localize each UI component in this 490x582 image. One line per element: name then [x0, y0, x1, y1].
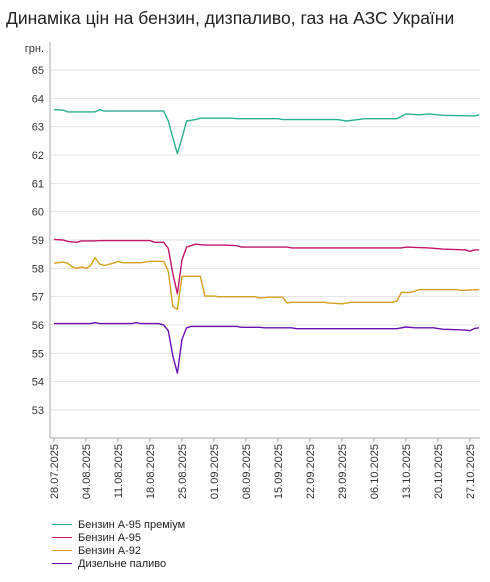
legend-label: Дизельне паливо — [78, 557, 167, 570]
y-tick-label: 64 — [32, 93, 44, 105]
legend-swatch — [52, 524, 72, 525]
x-tick-label: 28.07.2025 — [49, 444, 61, 499]
y-tick-label: 62 — [32, 150, 44, 162]
y-tick-label: 60 — [32, 207, 44, 219]
legend-item: Бензин А-95 преміум — [52, 518, 185, 531]
x-tick-label: 13.10.2025 — [401, 444, 413, 499]
series-line-4 — [54, 322, 480, 374]
x-tick-label: 20.10.2025 — [433, 444, 445, 499]
x-tick-label: 15.09.2025 — [273, 444, 285, 499]
chart-legend: Бензин А-95 преміум Бензин А-95 Бензин А-9… — [52, 518, 185, 570]
y-tick-label: 63 — [32, 122, 44, 134]
y-tick-label: 53 — [32, 405, 44, 417]
series-line-1 — [53, 109, 480, 155]
x-tick-label: 04.08.2025 — [81, 444, 93, 499]
x-tick-label: 11.08.2025 — [113, 444, 125, 498]
y-tick-label: 65 — [32, 65, 44, 77]
legend-item: Бензин А-92 — [52, 544, 185, 557]
y-tick-label: 61 — [32, 178, 44, 190]
legend-label: Бензин А-95 — [78, 531, 141, 544]
x-tick-label: 18.08.2025 — [145, 444, 157, 499]
legend-label: Бензин А-92 — [78, 544, 141, 557]
y-axis-unit: грн. — [25, 43, 44, 55]
x-tick-label: 27.10.2025 — [465, 444, 477, 499]
x-tick-label: 22.09.2025 — [305, 444, 317, 499]
y-tick-label: 54 — [32, 377, 44, 389]
legend-swatch — [52, 550, 72, 551]
series-line-2 — [53, 238, 480, 295]
legend-swatch — [52, 537, 72, 538]
chart-title: Динаміка цін на бензин, дизпаливо, газ н… — [6, 8, 455, 28]
y-tick-label: 57 — [32, 292, 44, 304]
y-tick-label: 58 — [32, 263, 44, 275]
x-tick-label: 01.09.2025 — [209, 444, 221, 499]
y-tick-label: 55 — [32, 348, 44, 360]
legend-swatch — [52, 563, 72, 564]
x-tick-label: 25.08.2025 — [177, 444, 189, 499]
series-line-3 — [53, 256, 480, 311]
y-tick-label: 56 — [32, 320, 44, 332]
y-tick-label: 59 — [32, 235, 44, 247]
legend-item: Дизельне паливо — [52, 557, 185, 570]
x-tick-label: 06.10.2025 — [369, 444, 381, 499]
legend-label: Бензин А-95 преміум — [78, 518, 186, 531]
legend-item: Бензин А-95 — [52, 531, 185, 544]
x-tick-label: 29.09.2025 — [337, 444, 349, 499]
x-tick-label: 08.09.2025 — [241, 444, 253, 499]
